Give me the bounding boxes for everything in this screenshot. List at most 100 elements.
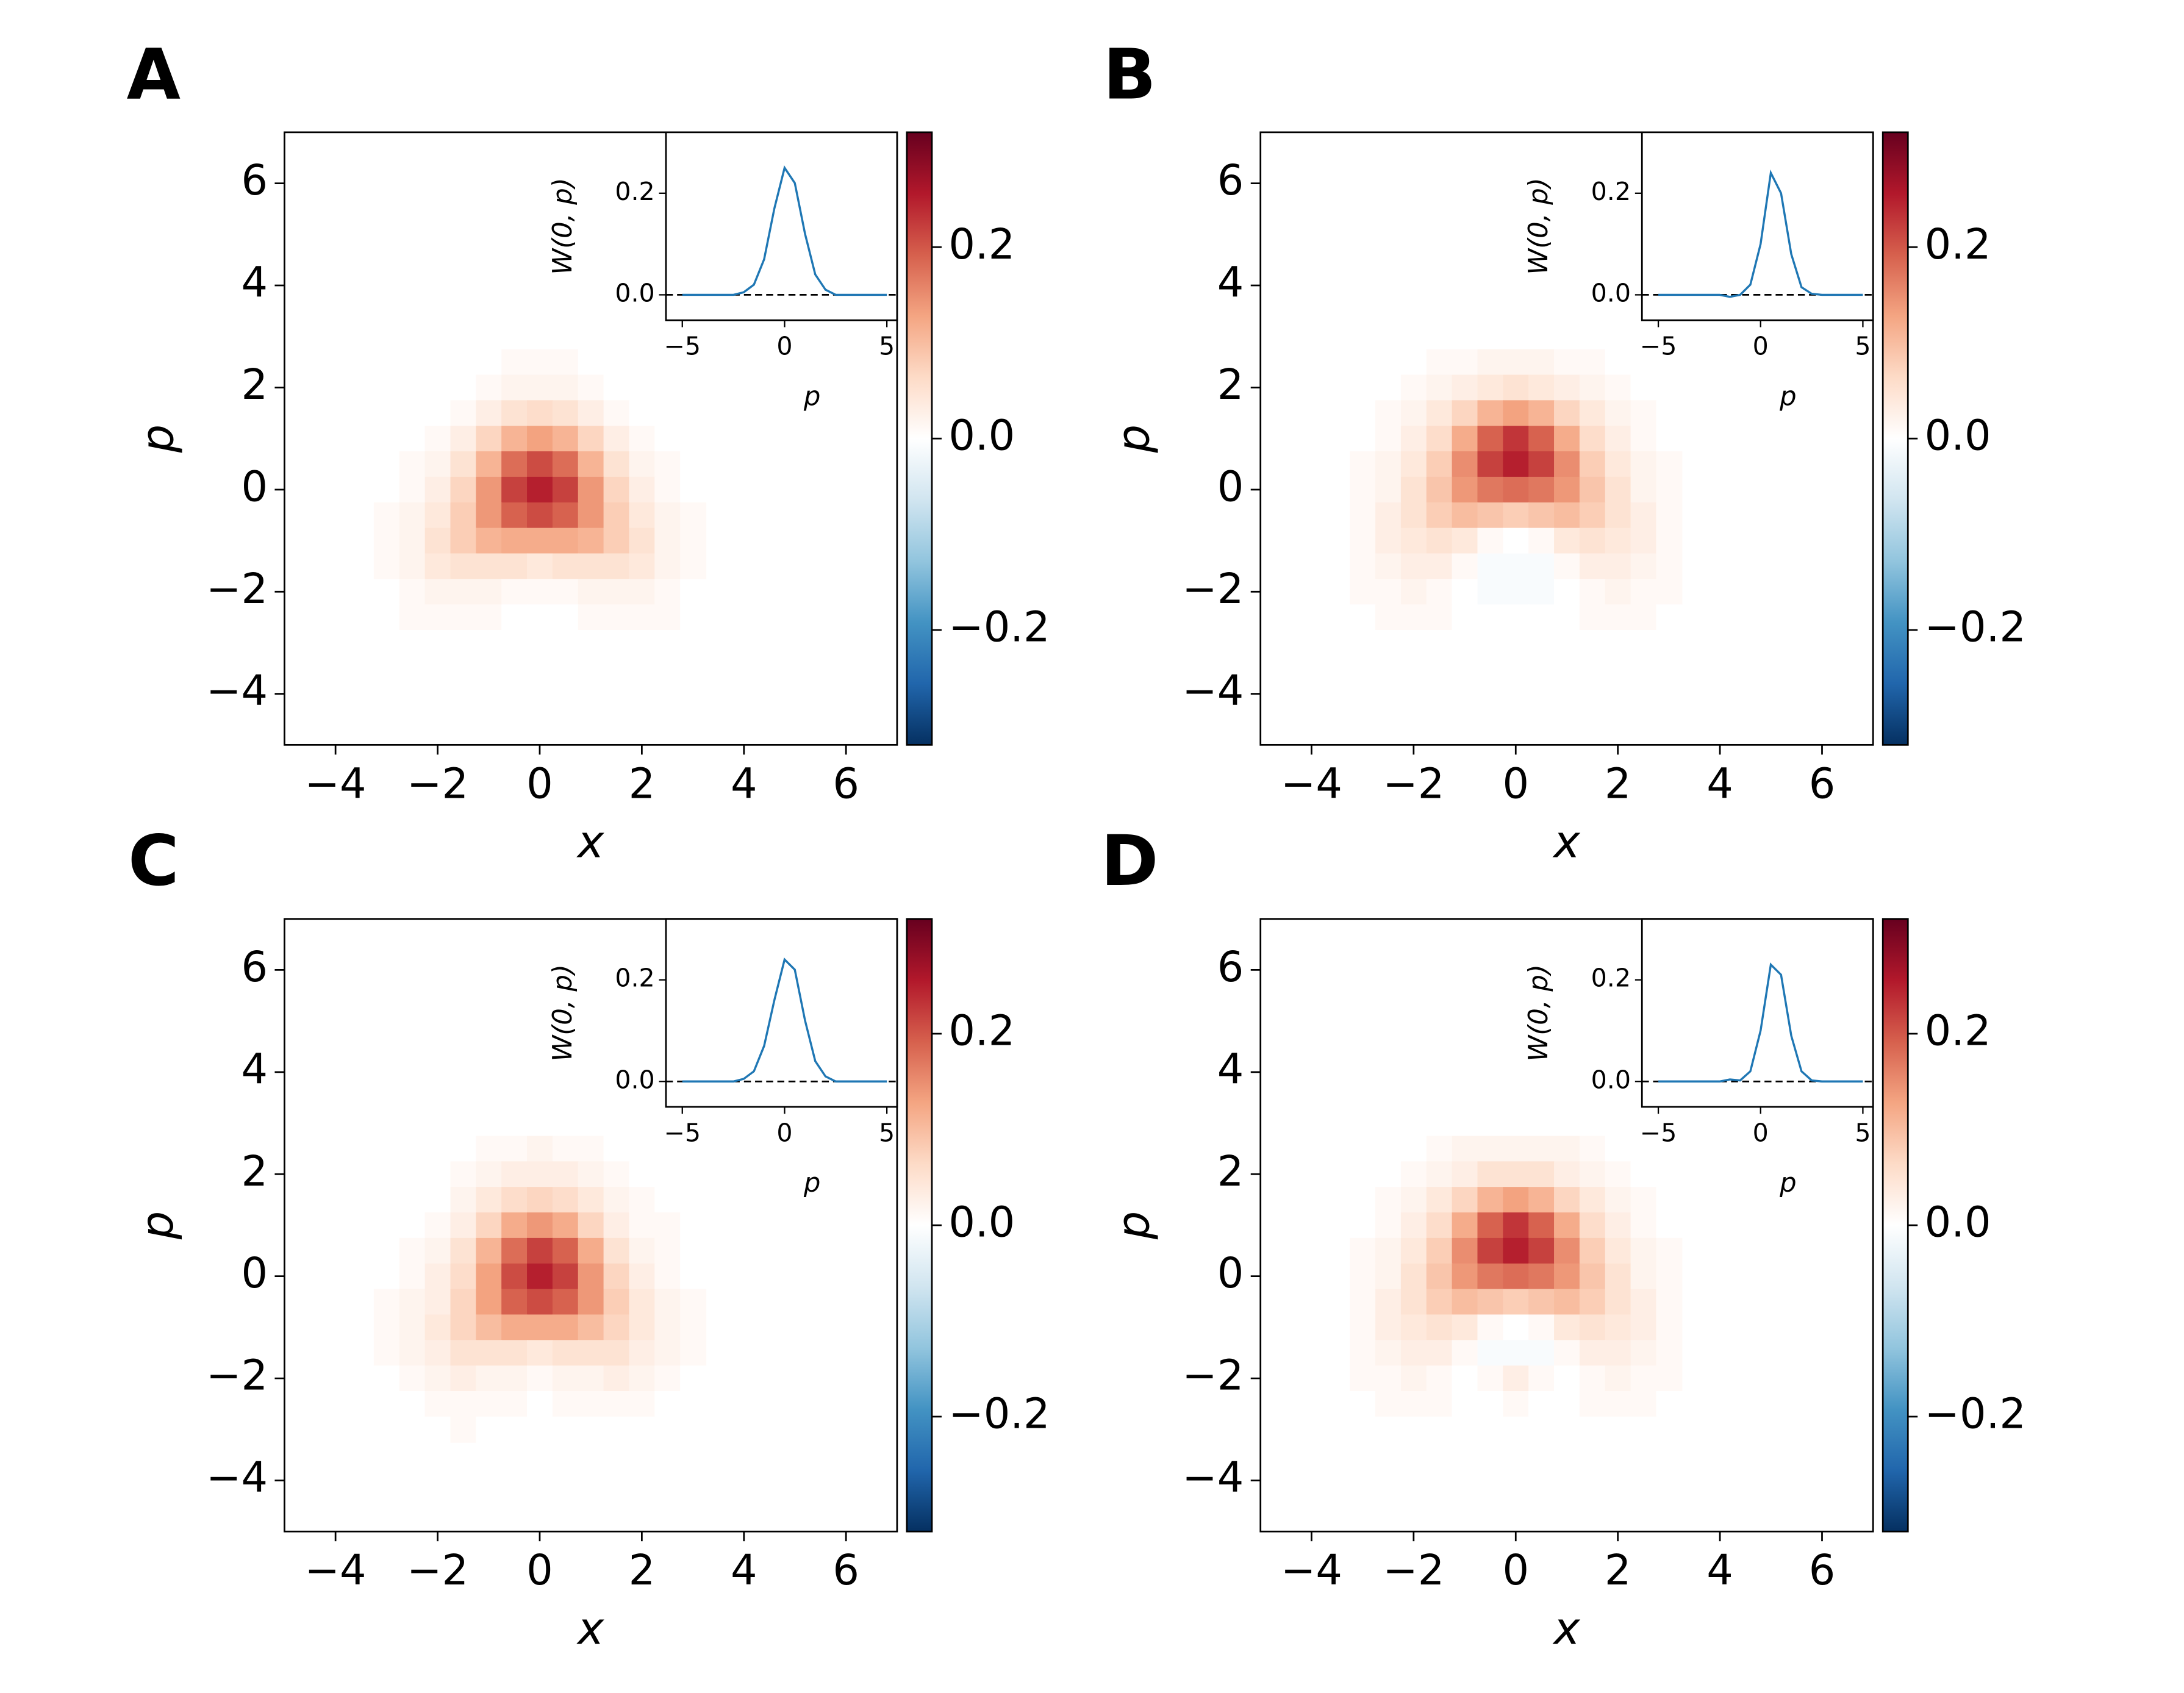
heatmap-cell — [1350, 374, 1377, 401]
heatmap-cell — [1554, 528, 1581, 554]
heatmap-cell — [1605, 604, 1631, 631]
heatmap-cell — [450, 1289, 477, 1315]
heatmap-cell — [1579, 1263, 1606, 1290]
heatmap-cell — [1350, 604, 1377, 631]
heatmap-cell — [1579, 1391, 1606, 1417]
heatmap-cell — [1630, 1391, 1657, 1417]
heatmap-cell — [1503, 604, 1530, 631]
heatmap-cell — [654, 1136, 681, 1162]
heatmap-cell — [578, 528, 604, 554]
heatmap-cell — [1656, 1212, 1683, 1239]
heatmap-cell — [1656, 1161, 1683, 1188]
heatmap-cell — [603, 1212, 630, 1239]
heatmap-cell — [1630, 1237, 1657, 1264]
x-tick-label: −2 — [407, 1546, 468, 1595]
heatmap-cell — [680, 1136, 707, 1162]
colorbar-tick-label: 0.0 — [948, 412, 1015, 460]
heatmap-cell — [1605, 1391, 1631, 1417]
panel-label: B — [1103, 34, 1156, 115]
heatmap-cell — [1605, 1237, 1631, 1264]
heatmap-cell — [1503, 1136, 1530, 1162]
heatmap-cell — [680, 1289, 707, 1315]
heatmap-cell — [1452, 451, 1478, 478]
heatmap-cell — [373, 1289, 400, 1315]
heatmap-cell — [603, 426, 630, 453]
inset-line — [682, 165, 887, 296]
heatmap-cell — [450, 1161, 477, 1188]
inset-y-tick-label: 0.2 — [1591, 177, 1631, 206]
heatmap-cell — [552, 528, 579, 554]
heatmap-cell — [1503, 349, 1530, 376]
inset-line — [682, 957, 887, 1083]
heatmap-cell — [527, 476, 554, 503]
heatmap-cell — [1554, 1136, 1581, 1162]
heatmap-cell — [1477, 349, 1504, 376]
inset-x-tick-label: −5 — [1640, 1119, 1677, 1148]
heatmap-cell — [476, 579, 503, 606]
heatmap-cell — [1605, 553, 1631, 580]
heatmap-cell — [1477, 1136, 1504, 1162]
heatmap-cell — [629, 476, 656, 503]
heatmap-cell — [1656, 426, 1683, 453]
heatmap-cell — [1477, 1212, 1504, 1239]
heatmap-cell — [1452, 476, 1478, 503]
heatmap-cell — [1350, 1365, 1377, 1392]
heatmap-cell — [424, 426, 451, 453]
heatmap-cell — [1426, 528, 1453, 554]
heatmap-cell — [578, 1340, 604, 1367]
heatmap-cell — [578, 374, 604, 401]
y-tick-label: 0 — [1217, 462, 1244, 511]
inset-y-tick-label: 0.2 — [1591, 964, 1631, 993]
heatmap-cell — [424, 1365, 451, 1392]
heatmap-cell — [629, 451, 656, 478]
heatmap-cell — [373, 604, 400, 631]
heatmap-cell — [399, 1237, 426, 1264]
heatmap-cell — [1350, 579, 1377, 606]
heatmap-cell — [1452, 426, 1478, 453]
x-tick-label: 4 — [731, 1546, 757, 1595]
heatmap-cell — [1400, 528, 1427, 554]
heatmap-cell — [1426, 579, 1453, 606]
heatmap-cell — [1630, 1416, 1657, 1443]
heatmap-cell — [1630, 349, 1657, 376]
heatmap-cell — [1656, 579, 1683, 606]
heatmap-cell — [1503, 476, 1530, 503]
heatmap-cell — [1605, 502, 1631, 529]
y-tick-label: 2 — [1217, 360, 1244, 409]
heatmap-cell — [1400, 1314, 1427, 1341]
heatmap-cell — [680, 502, 707, 529]
heatmap-cell — [399, 630, 426, 657]
heatmap-cell — [1477, 579, 1504, 606]
heatmap-cell — [1400, 1391, 1427, 1417]
heatmap-cell — [578, 1314, 604, 1341]
heatmap-cell — [1528, 604, 1555, 631]
heatmap-cell — [680, 349, 707, 376]
heatmap-cell — [1452, 528, 1478, 554]
colorbar-tick-label: 0.0 — [1925, 1198, 1991, 1247]
heatmap-cell — [1554, 630, 1581, 657]
heatmap-cell — [1503, 1237, 1530, 1264]
heatmap-cell — [450, 1136, 477, 1162]
heatmap-cell — [399, 579, 426, 606]
heatmap-cell — [501, 1365, 528, 1392]
heatmap-cell — [680, 1416, 707, 1443]
inset-y-label: W(0, p) — [548, 177, 578, 274]
heatmap-cell — [1400, 1263, 1427, 1290]
heatmap-cell — [1375, 1416, 1402, 1443]
heatmap-cell — [1579, 1237, 1606, 1264]
heatmap-cell — [1554, 451, 1581, 478]
heatmap-cell — [1656, 1391, 1683, 1417]
heatmap-cell — [476, 1136, 503, 1162]
heatmap-cell — [424, 1314, 451, 1341]
heatmap-cell — [1554, 1289, 1581, 1315]
heatmap-cell — [1656, 1314, 1683, 1341]
heatmap-cell — [450, 476, 477, 503]
x-tick-label: 6 — [1809, 1546, 1836, 1595]
heatmap-cell — [399, 476, 426, 503]
y-tick-label: −4 — [1182, 667, 1244, 715]
heatmap-cell — [424, 553, 451, 580]
heatmap-cell — [450, 1263, 477, 1290]
heatmap-cell — [399, 1263, 426, 1290]
heatmap-cell — [603, 400, 630, 427]
heatmap-cell — [399, 1416, 426, 1443]
